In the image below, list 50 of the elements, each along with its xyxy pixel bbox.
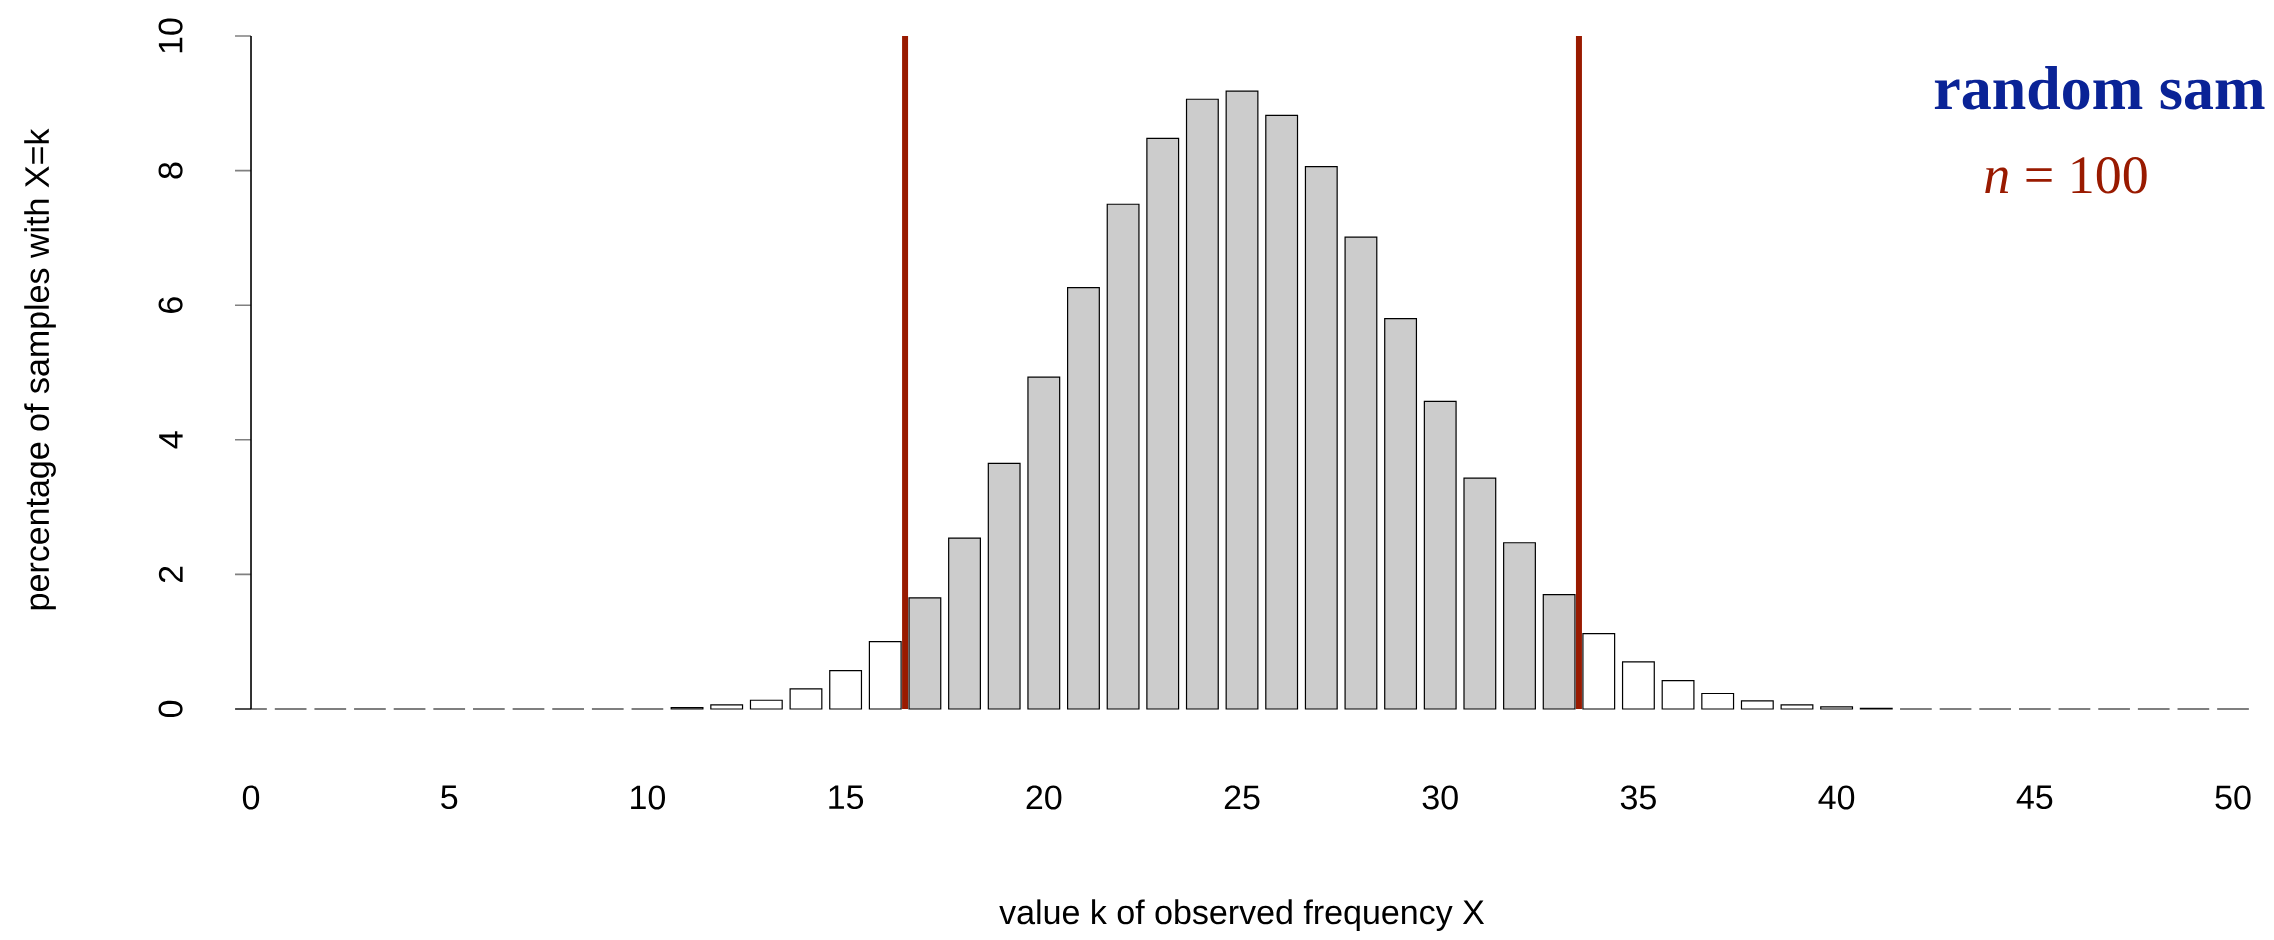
bar bbox=[1423, 400, 1457, 710]
chart-title: random sam bbox=[1934, 65, 2265, 110]
y-tick-label: 2 bbox=[158, 566, 183, 583]
bar bbox=[1027, 376, 1061, 710]
x-tick-label: 20 bbox=[1026, 785, 1062, 810]
bar bbox=[1542, 593, 1576, 710]
bar bbox=[1265, 114, 1299, 710]
bar bbox=[908, 597, 942, 710]
x-tick-label: 10 bbox=[631, 785, 665, 810]
x-tick-label: 5 bbox=[441, 785, 458, 810]
y-tick-label: 6 bbox=[158, 297, 183, 313]
x-tick-label: 35 bbox=[1620, 785, 1656, 810]
bar bbox=[948, 537, 981, 710]
bar bbox=[1344, 236, 1378, 710]
bar bbox=[1503, 542, 1536, 710]
x-tick-label: 30 bbox=[1422, 785, 1458, 810]
bar bbox=[1582, 633, 1616, 710]
bar bbox=[1780, 704, 1814, 710]
bar bbox=[1225, 90, 1259, 710]
bar bbox=[789, 688, 823, 710]
bar bbox=[1067, 287, 1100, 710]
x-tick-label: 45 bbox=[2016, 785, 2053, 810]
annotation: n = 100 bbox=[1985, 157, 2147, 194]
x-axis-title: value k of observed frequency X bbox=[999, 899, 1485, 932]
y-axis-title: percentage of samples with X=k bbox=[24, 128, 56, 610]
bar bbox=[868, 641, 902, 710]
bar bbox=[1185, 98, 1219, 710]
bar bbox=[1621, 661, 1655, 710]
x-tick-label: 50 bbox=[2215, 785, 2251, 810]
bar bbox=[1304, 165, 1338, 710]
y-tick-label: 0 bbox=[158, 700, 183, 718]
x-tick-label: 25 bbox=[1224, 785, 1260, 810]
bar bbox=[749, 699, 783, 710]
bar bbox=[829, 670, 863, 710]
y-tick-label: 8 bbox=[158, 162, 183, 179]
bar bbox=[1106, 203, 1140, 710]
x-tick-label: 40 bbox=[1818, 785, 1855, 810]
bar bbox=[1740, 700, 1774, 710]
bar bbox=[1820, 706, 1854, 710]
x-tick-label: 0 bbox=[242, 785, 260, 810]
bar bbox=[987, 462, 1021, 710]
y-tick-label: 4 bbox=[159, 431, 183, 449]
bar bbox=[1463, 477, 1497, 710]
bar bbox=[710, 704, 744, 710]
x-tick-label: 15 bbox=[829, 785, 864, 810]
bar bbox=[1146, 137, 1180, 710]
bar bbox=[1661, 680, 1695, 710]
bar bbox=[1384, 318, 1418, 710]
bar bbox=[1701, 692, 1735, 710]
y-tick-label: 10 bbox=[158, 18, 183, 53]
